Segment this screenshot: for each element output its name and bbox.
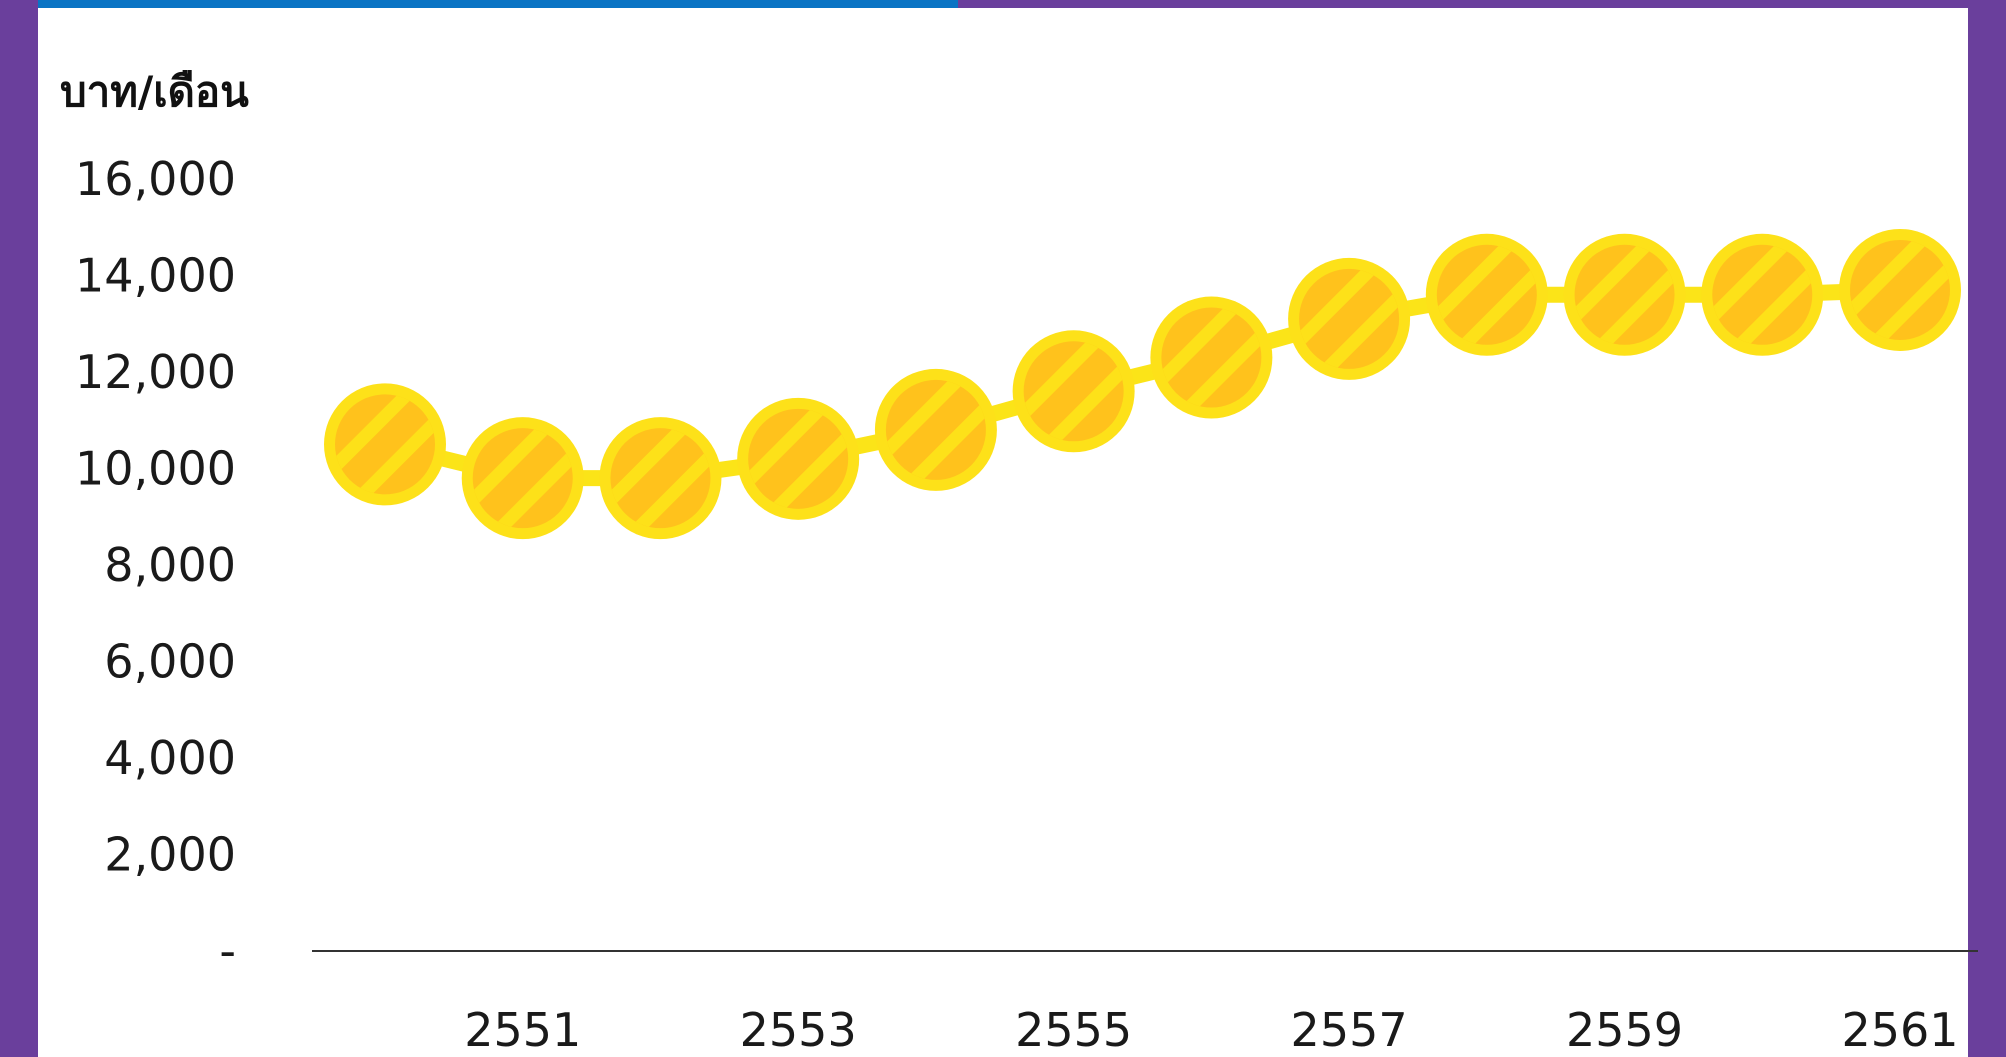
frame-left-bar [0, 0, 38, 1057]
y-axis-ticks: - 2,000 4,000 6,000 8,000 10,000 12,000 14,000 1… [75, 152, 236, 978]
coin-icon [1012, 330, 1135, 453]
y-tick-label: 2,000 [104, 828, 236, 882]
y-tick-label: - [219, 924, 236, 978]
y-tick-label: 4,000 [104, 731, 236, 785]
coin-icon [1150, 296, 1273, 419]
y-axis-unit-label: บาท/เดือน [60, 67, 249, 116]
x-tick-label: 2555 [1015, 1003, 1132, 1057]
coin-icon [599, 417, 722, 540]
coin-icon [461, 417, 584, 540]
coin-icon [324, 383, 446, 506]
coin-icon [1425, 233, 1548, 356]
x-tick-label: 2559 [1566, 1003, 1683, 1057]
coin-icon [874, 368, 997, 491]
x-tick-label: 2561 [1841, 1003, 1958, 1057]
x-tick-label: 2553 [740, 1003, 857, 1057]
y-tick-label: 6,000 [104, 635, 236, 689]
coin-icon [737, 397, 860, 520]
y-tick-label: 10,000 [75, 442, 236, 496]
y-tick-label: 8,000 [104, 538, 236, 592]
y-tick-label: 14,000 [75, 249, 236, 303]
y-tick-label: 12,000 [75, 345, 236, 399]
coin-icon [1288, 257, 1411, 380]
y-tick-label: 16,000 [75, 152, 236, 206]
coin-icon [1701, 233, 1824, 356]
coin-icon [1563, 233, 1686, 356]
frame-top-bar-purple [958, 0, 1968, 8]
data-point-markers [324, 228, 1961, 540]
x-tick-label: 2557 [1291, 1003, 1408, 1057]
frame-top-bar-blue [38, 0, 958, 8]
coin-icon [1839, 228, 1961, 351]
x-tick-label: 2551 [464, 1003, 581, 1057]
x-axis-ticks: 2551 2553 2555 2557 2559 2561 [464, 1003, 1958, 1057]
frame-right-bar [1968, 0, 2006, 1057]
